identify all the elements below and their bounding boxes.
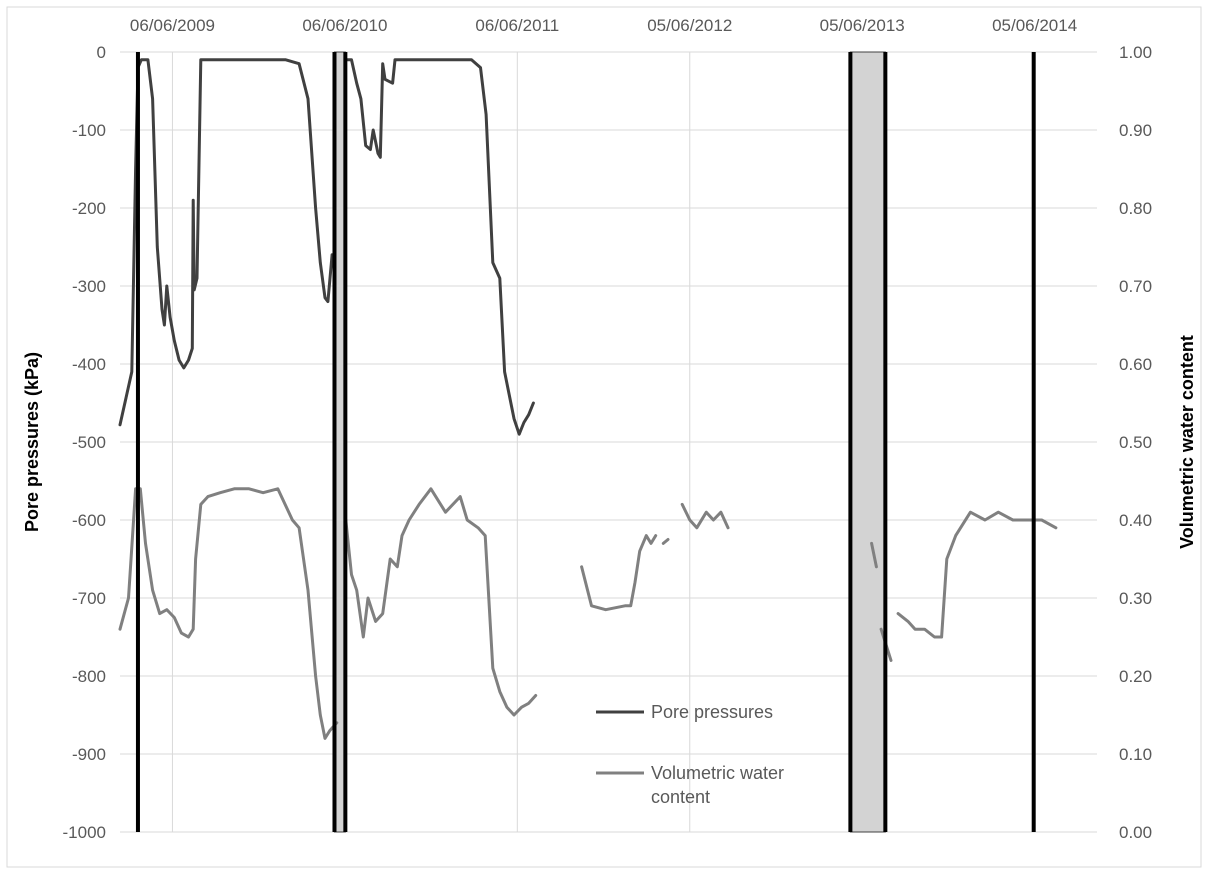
x-tick-label: 05/06/2012 bbox=[647, 16, 732, 35]
y-left-tick-label: -1000 bbox=[63, 823, 106, 842]
y-left-tick-label: -600 bbox=[72, 511, 106, 530]
y-right-tick-label: 0.50 bbox=[1119, 433, 1152, 452]
y-left-tick-label: -400 bbox=[72, 355, 106, 374]
y-left-tick-label: -200 bbox=[72, 199, 106, 218]
y-left-axis-title: Pore pressures (kPa) bbox=[22, 352, 42, 532]
pore-pressures-line bbox=[118, 58, 334, 427]
series-lines bbox=[118, 58, 1058, 740]
y-right-tick-label: 1.00 bbox=[1119, 43, 1152, 62]
legend-label: Volumetric water content bbox=[651, 763, 784, 807]
event-lines bbox=[135, 52, 1036, 832]
y-left-tick-label: -800 bbox=[72, 667, 106, 686]
y-left-tick-label: -500 bbox=[72, 433, 106, 452]
y-left-tick-label: -300 bbox=[72, 277, 106, 296]
axes-labels: 0 1.00 -100 0.90 -200 0.80 -300 0.70 -400 0.60 -50… bbox=[63, 16, 1153, 842]
volumetric-water-content-line bbox=[661, 538, 670, 545]
y-left-tick-label: 0 bbox=[97, 43, 106, 62]
legend: Pore pressures Volumetric water content bbox=[596, 702, 784, 807]
y-right-tick-label: 0.70 bbox=[1119, 277, 1152, 296]
y-right-tick-label: 0.60 bbox=[1119, 355, 1152, 374]
x-tick-label: 06/06/2010 bbox=[302, 16, 387, 35]
y-right-tick-label: 0.30 bbox=[1119, 589, 1152, 608]
legend-label: Pore pressures bbox=[651, 702, 773, 722]
volumetric-water-content-line bbox=[344, 487, 538, 717]
shaded-period bbox=[849, 51, 886, 833]
y-right-tick-label: 0.80 bbox=[1119, 199, 1152, 218]
volumetric-water-content-line bbox=[580, 534, 658, 612]
y-right-tick-label: 0.90 bbox=[1119, 121, 1152, 140]
volumetric-water-content-line bbox=[118, 487, 339, 740]
x-tick-label: 06/06/2011 bbox=[475, 16, 559, 35]
pore-pressures-line bbox=[344, 58, 535, 436]
chart-border bbox=[6, 6, 1202, 868]
y-right-tick-label: 0.40 bbox=[1119, 511, 1152, 530]
volumetric-water-content-line bbox=[680, 502, 730, 530]
y-right-tick-label: 0.00 bbox=[1119, 823, 1152, 842]
volumetric-water-content-line bbox=[896, 510, 1058, 639]
y-left-tick-label: -900 bbox=[72, 745, 106, 764]
x-tick-label: 05/06/2014 bbox=[992, 16, 1077, 35]
y-left-tick-label: -100 bbox=[72, 121, 106, 140]
x-tick-label: 06/06/2009 bbox=[130, 16, 215, 35]
x-tick-label: 05/06/2013 bbox=[820, 16, 905, 35]
y-left-tick-label: -700 bbox=[72, 589, 106, 608]
y-right-tick-label: 0.20 bbox=[1119, 667, 1152, 686]
y-right-tick-label: 0.10 bbox=[1119, 745, 1152, 764]
y-right-axis-title: Volumetric water content bbox=[1177, 335, 1197, 549]
volumetric-water-content-line bbox=[870, 541, 878, 569]
